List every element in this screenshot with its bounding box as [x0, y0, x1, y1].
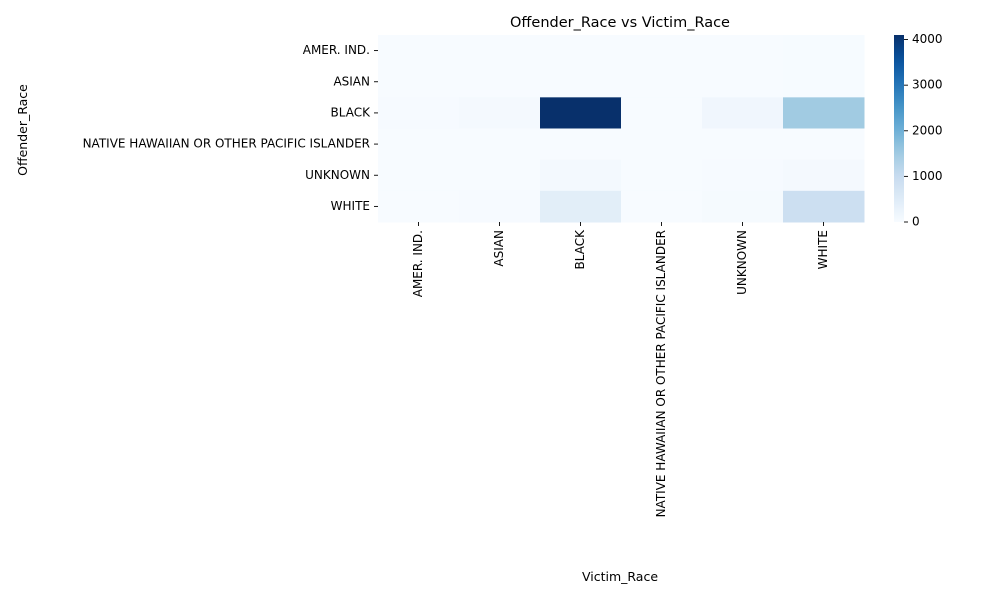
- heatmap-cell-unknown-white: [783, 159, 865, 192]
- heatmap-cell-amer-ind-asian: [459, 35, 541, 67]
- y-tick-label: AMER. IND.: [303, 43, 370, 57]
- heatmap-cell-asian-asian: [459, 66, 541, 98]
- y-tick-label: ASIAN: [333, 74, 370, 88]
- heatmap-cell-native-hawaiian-or-other-pacific-islander-asian: [459, 128, 541, 161]
- heatmap-cell-native-hawaiian-or-other-pacific-islander-unknown: [702, 128, 784, 161]
- y-tick-label: NATIVE HAWAIIAN OR OTHER PACIFIC ISLANDE…: [83, 137, 370, 151]
- x-tick-label: WHITE: [816, 230, 830, 269]
- colorbar-gradient: [894, 35, 904, 222]
- heatmap-cell-unknown-black: [540, 159, 622, 192]
- heatmap-cell-black-white: [783, 97, 865, 129]
- heatmap-cell-white-unknown: [702, 190, 784, 223]
- heatmap-cell-amer-ind-amer-ind: [378, 35, 460, 67]
- colorbar-tick-label: 1000: [912, 169, 943, 183]
- heatmap-cell-black-unknown: [702, 97, 784, 129]
- heatmap-cell-asian-unknown: [702, 66, 784, 98]
- heatmap-cell-asian-amer-ind: [378, 66, 460, 98]
- heatmap-cells: [378, 35, 865, 223]
- x-tick-label: BLACK: [573, 229, 587, 270]
- y-tick-label: UNKNOWN: [305, 168, 370, 182]
- heatmap-cell-unknown-unknown: [702, 159, 784, 192]
- heatmap-cell-native-hawaiian-or-other-pacific-islander-native-hawaiian-or-other-pacific-islander: [621, 128, 703, 161]
- heatmap-cell-black-native-hawaiian-or-other-pacific-islander: [621, 97, 703, 129]
- heatmap-cell-unknown-amer-ind: [378, 159, 460, 192]
- y-axis-label: Offender_Race: [15, 84, 30, 176]
- heatmap-cell-white-white: [783, 190, 865, 223]
- heatmap-cell-white-amer-ind: [378, 190, 460, 223]
- y-tick-label: WHITE: [331, 199, 370, 213]
- colorbar-tick-label: 3000: [912, 78, 943, 92]
- x-axis-ticks: AMER. IND. ASIAN BLACK NATIVE HAWAIIAN OR O…: [411, 222, 830, 517]
- x-axis-label: Victim_Race: [582, 569, 658, 584]
- colorbar-tick-label: 4000: [912, 32, 943, 46]
- heatmap-cell-native-hawaiian-or-other-pacific-islander-amer-ind: [378, 128, 460, 161]
- colorbar: 0 1000 2000 3000 4000: [894, 32, 943, 229]
- heatmap-cell-amer-ind-unknown: [702, 35, 784, 67]
- heatmap-cell-native-hawaiian-or-other-pacific-islander-black: [540, 128, 622, 161]
- heatmap-cell-amer-ind-black: [540, 35, 622, 67]
- heatmap-cell-amer-ind-native-hawaiian-or-other-pacific-islander: [621, 35, 703, 67]
- heatmap-cell-unknown-asian: [459, 159, 541, 192]
- heatmap-cell-asian-native-hawaiian-or-other-pacific-islander: [621, 66, 703, 98]
- colorbar-tick-label: 0: [912, 215, 920, 229]
- x-tick-label: NATIVE HAWAIIAN OR OTHER PACIFIC ISLANDE…: [654, 230, 668, 517]
- x-tick-label: AMER. IND.: [411, 230, 425, 297]
- chart-title: Offender_Race vs Victim_Race: [510, 15, 730, 31]
- heatmap-cell-white-asian: [459, 190, 541, 223]
- heatmap-cell-white-native-hawaiian-or-other-pacific-islander: [621, 190, 703, 223]
- x-tick-label: UNKNOWN: [735, 230, 749, 295]
- y-axis-ticks: AMER. IND. ASIAN BLACK NATIVE HAWAIIAN OR O…: [83, 43, 378, 213]
- heatmap-cell-amer-ind-white: [783, 35, 865, 67]
- y-tick-label: BLACK: [331, 105, 372, 119]
- heatmap-cell-unknown-native-hawaiian-or-other-pacific-islander: [621, 159, 703, 192]
- heatmap-cell-native-hawaiian-or-other-pacific-islander-white: [783, 128, 865, 161]
- heatmap-cell-white-black: [540, 190, 622, 223]
- heatmap-cell-black-amer-ind: [378, 97, 460, 129]
- colorbar-tick-label: 2000: [912, 123, 943, 137]
- heatmap-cell-black-asian: [459, 97, 541, 129]
- heatmap-cell-black-black: [540, 97, 622, 129]
- heatmap-cell-asian-white: [783, 66, 865, 98]
- heatmap-cell-asian-black: [540, 66, 622, 98]
- x-tick-label: ASIAN: [492, 230, 506, 267]
